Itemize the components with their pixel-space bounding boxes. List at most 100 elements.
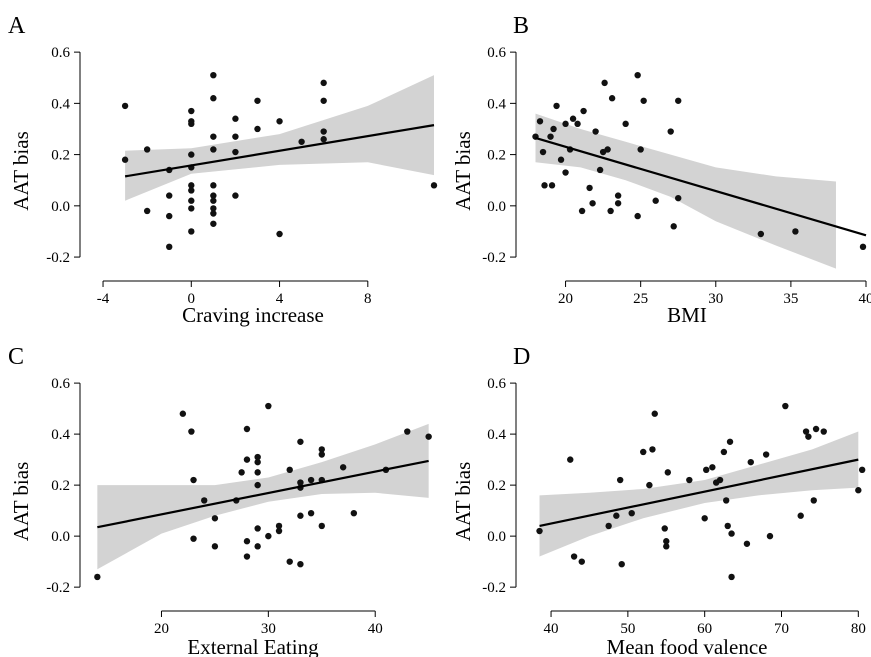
data-point: [254, 469, 261, 476]
data-point: [297, 560, 304, 568]
data-point: [265, 532, 272, 540]
data-point: [670, 223, 677, 230]
panel-c: C -0.2 0.0 0.2 0.4 0.6 20 30 40 External Eating AA…: [8, 344, 432, 657]
data-point: [232, 192, 239, 199]
data-point: [646, 481, 653, 489]
data-point: [404, 428, 411, 435]
data-point: [628, 509, 635, 517]
data-point: [536, 527, 543, 535]
data-point: [618, 560, 625, 568]
data-point: [210, 220, 217, 227]
x-tick-label: 40: [859, 291, 871, 307]
data-point: [766, 532, 774, 540]
x-tick-label: 70: [774, 621, 789, 637]
data-point: [188, 228, 195, 235]
y-tick-label: -0.2: [482, 580, 506, 596]
y-tick-label: 0.6: [487, 45, 506, 61]
x-tick-label: 25: [633, 291, 648, 307]
data-point: [562, 169, 569, 176]
data-point: [275, 522, 283, 530]
data-point: [709, 464, 716, 471]
data-point: [652, 197, 659, 204]
data-point: [614, 192, 622, 199]
data-point: [578, 558, 585, 565]
data-point: [320, 128, 327, 135]
data-point: [286, 466, 293, 474]
data-point: [728, 573, 735, 581]
data-point: [211, 543, 219, 550]
data-point: [286, 558, 293, 565]
confidence-band: [535, 113, 836, 269]
regression-line: [539, 458, 859, 528]
data-point: [320, 136, 327, 143]
data-point: [201, 497, 208, 504]
data-point: [210, 210, 217, 217]
data-point: [297, 512, 304, 519]
data-point: [664, 469, 672, 476]
x-tick-label: 4: [276, 291, 284, 307]
data-point: [254, 125, 261, 133]
data-point: [425, 433, 432, 440]
data-point: [859, 243, 867, 251]
data-point: [210, 205, 217, 212]
data-point: [536, 118, 544, 125]
data-point: [703, 466, 710, 474]
data-point: [596, 166, 604, 174]
x-tick-label: 20: [154, 621, 169, 637]
data-point: [722, 497, 730, 504]
data-point: [243, 456, 251, 463]
data-point: [562, 120, 569, 128]
x-tick-label: -4: [97, 291, 110, 307]
data-point: [430, 182, 438, 189]
data-point: [166, 212, 173, 220]
data-point: [254, 458, 261, 466]
data-point: [238, 469, 245, 476]
data-point: [820, 428, 827, 435]
y-tick-label: 0.6: [487, 376, 506, 392]
data-point: [651, 410, 658, 417]
data-point: [604, 146, 611, 153]
data-point: [855, 487, 862, 494]
data-point: [661, 525, 668, 532]
confidence-band: [125, 75, 434, 201]
data-point: [613, 512, 620, 519]
data-point: [121, 102, 129, 110]
data-point: [812, 425, 820, 433]
data-point: [570, 553, 578, 560]
data-point: [792, 228, 799, 235]
data-point: [805, 433, 812, 440]
data-point: [663, 543, 670, 550]
y-tick-label: -0.2: [482, 250, 506, 266]
data-point: [243, 553, 251, 560]
regression-line: [124, 124, 435, 178]
data-point: [210, 197, 217, 204]
data-point: [547, 133, 554, 140]
data-point: [210, 192, 217, 199]
regression-line: [97, 459, 429, 529]
data-point: [320, 97, 327, 104]
data-point: [254, 481, 261, 489]
data-point: [243, 425, 251, 433]
y-tick-label: -0.2: [46, 580, 70, 596]
data-point: [539, 148, 547, 156]
data-point: [232, 133, 239, 140]
y-tick-label: 0.2: [51, 478, 70, 494]
data-point: [640, 97, 647, 104]
data-point: [782, 402, 789, 410]
y-tick-label: 0.0: [487, 199, 506, 215]
data-point: [166, 243, 173, 251]
x-axis-title: BMI: [667, 303, 707, 327]
x-axis-title: Mean food valence: [607, 635, 768, 657]
data-point: [211, 515, 219, 522]
x-axis-title: External Eating: [187, 635, 319, 657]
data-point: [254, 97, 261, 104]
data-point: [634, 71, 641, 79]
data-point: [276, 230, 283, 238]
data-point: [663, 538, 670, 545]
data-point: [298, 138, 305, 145]
panel-a: A -0.2 0.0 0.2 0.4 0.6 -4 0 4 8 Craving increase AA…: [8, 13, 438, 327]
y-tick-label: 0.0: [51, 529, 70, 545]
panel-d: D -0.2 0.0 0.2 0.4 0.6 40 50 60 70 80 Mean food val…: [451, 344, 866, 657]
data-point: [747, 458, 754, 466]
data-point: [634, 212, 641, 220]
